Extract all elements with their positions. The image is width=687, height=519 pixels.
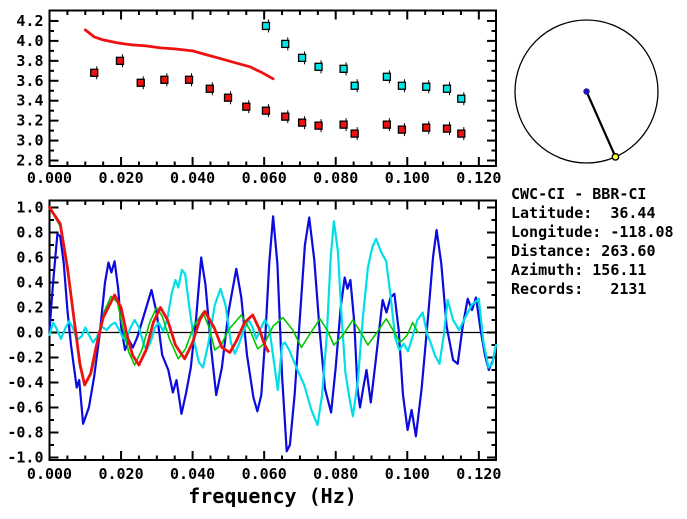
y-tick-label: 3.8: [16, 52, 43, 70]
axis-ticks: [48, 200, 496, 460]
x-tick-label: 0.100: [385, 465, 430, 483]
square-marker: [261, 21, 271, 31]
axis-ticks: [48, 10, 496, 166]
x-tick-label: 0.100: [385, 169, 430, 187]
square-marker: [350, 129, 359, 138]
dial-center-dot: [583, 88, 590, 95]
tick-labels: 0.000 0.020 0.040 0.060 0.080 0.100 0.120 -1.0 -…: [7, 199, 501, 484]
square-marker: [350, 81, 359, 90]
distance-line: Distance: 263.60: [511, 242, 656, 260]
square-marker: [339, 64, 348, 73]
square-marker: [205, 84, 214, 93]
y-tick-label: -0.2: [7, 349, 43, 367]
y-tick-label: 4.0: [16, 32, 43, 50]
square-marker: [422, 82, 431, 91]
azimuth-dial: [514, 19, 659, 164]
dispersion-plot: 0.000 0.020 0.040 0.060 0.080 0.100 0.120 2.8 3.…: [16, 9, 501, 187]
latitude-line: Latitude: 36.44: [511, 204, 656, 222]
square-marker: [314, 121, 323, 130]
plot-frame: [48, 199, 497, 461]
correlation-plot: 0.000 0.020 0.040 0.060 0.080 0.100 0.120 -1.0 -…: [7, 199, 501, 484]
square-marker: [314, 62, 323, 71]
plot-frame: [48, 9, 497, 167]
records-line: Records: 2131: [511, 280, 647, 298]
square-marker: [442, 124, 452, 133]
square-marker: [281, 39, 290, 49]
square-marker: [397, 125, 407, 134]
x-tick-label: 0.020: [98, 465, 143, 483]
azimuth-line: Azimuth: 156.11: [511, 261, 647, 279]
square-marker: [442, 84, 452, 93]
y-tick-label: 0.2: [16, 299, 43, 317]
y-tick-label: 3.6: [16, 72, 43, 90]
y-tick-label: 4.2: [16, 12, 43, 30]
station-pair-title: CWC-CI - BBR-CI: [511, 185, 647, 203]
square-marker: [382, 120, 392, 129]
y-tick-label: 3.4: [16, 92, 43, 110]
y-tick-label: 3.2: [16, 112, 43, 130]
dial-circle: [514, 19, 659, 164]
series-curve-red: [48, 206, 270, 387]
square-marker: [422, 123, 431, 132]
square-marker: [242, 102, 251, 111]
y-tick-label: -0.4: [7, 374, 43, 392]
square-marker: [457, 129, 466, 138]
square-marker: [397, 81, 407, 90]
square-marker: [184, 75, 194, 84]
y-tick-label: 0.8: [16, 224, 43, 242]
series-red-velocity-squares: [90, 54, 466, 141]
x-tick-label: 0.120: [456, 169, 501, 187]
square-marker: [115, 56, 125, 65]
square-marker: [90, 68, 99, 77]
y-tick-label: 0.4: [16, 274, 43, 292]
x-tick-label: 0.060: [242, 465, 287, 483]
series-model-dispersion-curve: [83, 28, 275, 81]
x-tick-label: 0.080: [313, 169, 358, 187]
tick-labels: 0.000 0.020 0.040 0.060 0.080 0.100 0.120 2.8 3.…: [16, 12, 501, 187]
station-info-panel: CWC-CI - BBR-CI Latitude: 36.44 Longitud…: [511, 185, 674, 299]
x-tick-label: 0.060: [242, 169, 287, 187]
azimuth-line: [585, 91, 617, 158]
y-tick-label: 0.6: [16, 249, 43, 267]
series-curve-green: [48, 206, 419, 386]
y-tick-label: 2.8: [16, 152, 43, 170]
square-marker: [457, 94, 466, 103]
x-axis-title: frequency (Hz): [188, 484, 357, 508]
square-marker: [281, 112, 290, 121]
square-marker: [223, 93, 233, 102]
square-marker: [297, 118, 307, 127]
x-tick-label: 0.120: [456, 465, 501, 483]
x-tick-label: 0.020: [98, 169, 143, 187]
y-tick-label: -0.8: [7, 424, 43, 442]
x-tick-label: 0.080: [313, 465, 358, 483]
y-tick-label: 1.0: [16, 199, 43, 217]
longitude-line: Longitude: -118.08: [511, 223, 674, 241]
square-marker: [136, 78, 145, 87]
square-marker: [261, 106, 271, 115]
square-marker: [382, 72, 392, 81]
x-tick-label: 0.000: [27, 169, 72, 187]
y-tick-label: -0.6: [7, 399, 43, 417]
square-marker: [297, 53, 307, 62]
station-end-marker: [611, 152, 620, 161]
series-curve-cyan: [48, 220, 498, 427]
y-tick-label: 3.0: [16, 132, 43, 150]
square-marker: [339, 120, 348, 129]
x-tick-label: 0.040: [170, 465, 215, 483]
y-tick-label: 0.0: [16, 324, 43, 342]
x-tick-label: 0.040: [170, 169, 215, 187]
series-cyan-velocity-squares: [261, 19, 466, 106]
square-marker: [160, 75, 169, 84]
series-curve-blue: [48, 215, 498, 453]
x-tick-label: 0.000: [27, 465, 72, 483]
y-tick-label: -1.0: [7, 449, 43, 467]
